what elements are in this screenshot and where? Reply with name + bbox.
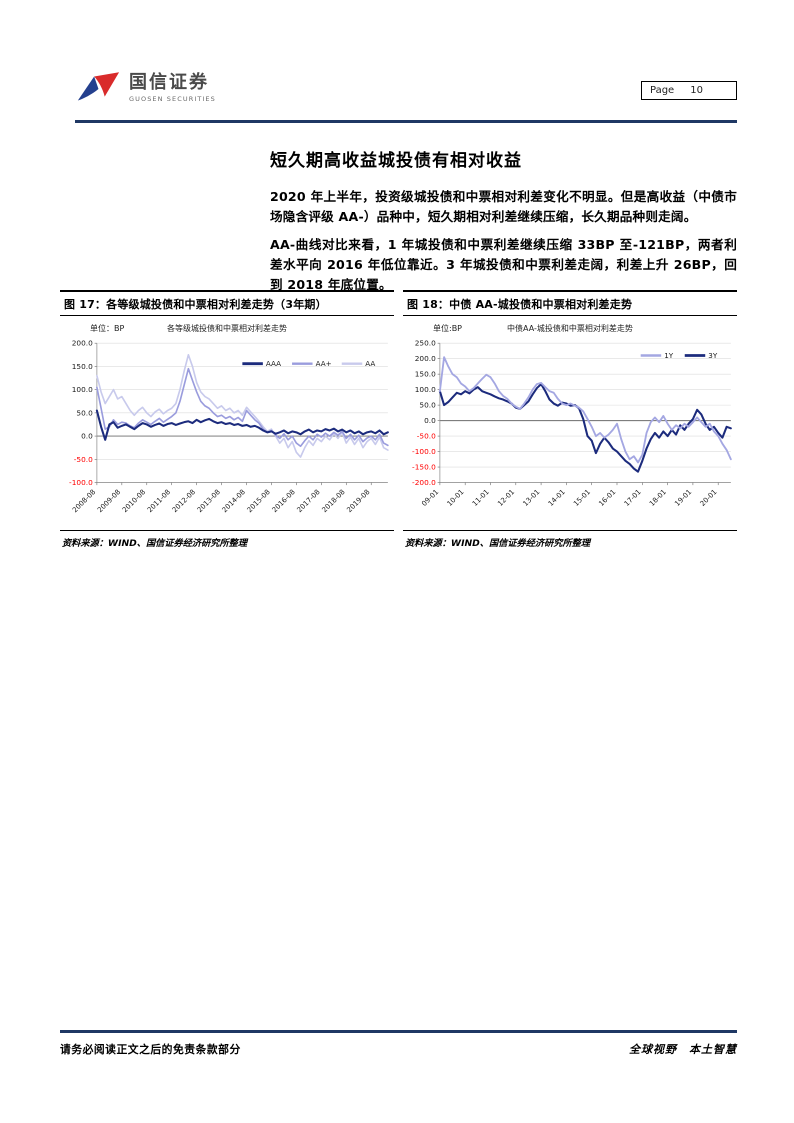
figure-18: 图 18：中债 AA-城投债和中票相对利差走势 单位:BP 中债AA-城投债和中… [403,290,737,552]
svg-text:-50.0: -50.0 [74,455,93,464]
svg-text:-100.0: -100.0 [412,447,436,456]
svg-text:19-01: 19-01 [673,488,693,508]
svg-text:10-01: 10-01 [446,488,466,508]
figure-18-unit-label: 单位:BP [433,324,463,333]
svg-text:13-01: 13-01 [522,488,542,508]
svg-text:2018-08: 2018-08 [320,488,346,514]
svg-text:-200.0: -200.0 [412,478,436,487]
svg-text:3Y: 3Y [708,351,718,360]
figures-row: 图 17：各等级城投债和中票相对利差走势（3年期） 单位：BP 各等级城投债和中… [60,290,737,552]
svg-text:AA+: AA+ [316,359,332,368]
header-rule [75,120,737,123]
svg-text:200.0: 200.0 [72,339,93,348]
figure-17-chart-title: 各等级城投债和中票相对利差走势 [167,324,287,333]
footer-rule [60,1030,737,1033]
page-number: 10 [690,85,703,96]
svg-text:15-01: 15-01 [572,488,592,508]
svg-text:0.0: 0.0 [424,416,436,425]
figure-18-caption: 图 18：中债 AA-城投债和中票相对利差走势 [403,290,737,316]
svg-text:250.0: 250.0 [415,339,436,348]
svg-text:150.0: 150.0 [415,370,436,379]
svg-text:09-01: 09-01 [420,488,440,508]
figure-17-source: 资料来源：WIND、国信证券经济研究所整理 [60,529,394,552]
page-label: Page [650,85,675,96]
page-header: 国信证券 GUOSEN SECURITIES Page 10 [75,68,737,108]
svg-text:150.0: 150.0 [72,362,93,371]
figure-17-caption: 图 17：各等级城投债和中票相对利差走势（3年期） [60,290,394,316]
main-content: 短久期高收益城投债有相对收益 2020 年上半年，投资级城投债和中票相对利差变化… [270,146,737,302]
svg-text:11-01: 11-01 [471,488,491,508]
svg-text:50.0: 50.0 [76,408,93,417]
svg-text:200.0: 200.0 [415,354,436,363]
svg-text:2014-08: 2014-08 [221,488,247,514]
svg-text:-150.0: -150.0 [412,463,436,472]
svg-text:2019-08: 2019-08 [345,488,371,514]
svg-text:20-01: 20-01 [699,488,719,508]
page-number-box: Page 10 [641,81,737,100]
footer-slogan: 全球视野 本土智慧 [629,1042,737,1056]
body-paragraph: 2020 年上半年，投资级城投债和中票相对利差变化不明显。但是高收益（中债市场隐… [270,189,737,224]
brand-logo: 国信证券 GUOSEN SECURITIES [75,68,216,108]
svg-text:16-01: 16-01 [597,488,617,508]
svg-text:2011-08: 2011-08 [146,488,172,514]
svg-text:50.0: 50.0 [419,401,436,410]
svg-text:2017-08: 2017-08 [296,488,322,514]
section-title: 短久期高收益城投债有相对收益 [270,151,522,171]
svg-text:0.0: 0.0 [81,432,93,441]
brand-name-cn: 国信证券 [129,72,209,94]
footer-disclaimer: 请务必阅读正文之后的免责条款部分 [60,1042,241,1056]
figure-17: 图 17：各等级城投债和中票相对利差走势（3年期） 单位：BP 各等级城投债和中… [60,290,394,552]
figure-18-source: 资料来源：WIND、国信证券经济研究所整理 [403,529,737,552]
svg-text:2010-08: 2010-08 [121,488,147,514]
guosen-logo-icon [77,72,120,101]
svg-text:100.0: 100.0 [415,385,436,394]
body-paragraph: AA-曲线对比来看，1 年城投债和中票利差继续压缩 33BP 至-121BP，两… [270,236,737,292]
svg-text:14-01: 14-01 [547,488,567,508]
svg-text:1Y: 1Y [664,351,674,360]
figure-17-unit-label: 单位：BP [90,324,125,333]
svg-text:2015-08: 2015-08 [246,488,272,514]
svg-text:AA: AA [365,359,375,368]
svg-text:2008-08: 2008-08 [71,488,97,514]
figure-18-chart: -200.0 -150.0 -100.0 -50.0 0.0 50.0 100.0 150.0… [412,339,732,508]
figure-17-chart: -100.0 -50.0 0.0 50.0 100.0 150.0 200.0 2008-08… [69,339,389,514]
page-footer: 请务必阅读正文之后的免责条款部分 全球视野 本土智慧 [60,1030,737,1057]
brand-name-en: GUOSEN SECURITIES [129,94,216,103]
figure-18-chart-title: 中债AA-城投债和中票相对利差走势 [507,324,633,333]
svg-text:2016-08: 2016-08 [271,488,297,514]
svg-text:17-01: 17-01 [623,488,643,508]
svg-text:2012-08: 2012-08 [171,488,197,514]
svg-text:AAA: AAA [266,359,281,368]
svg-text:2009-08: 2009-08 [96,488,122,514]
svg-text:-50.0: -50.0 [417,432,436,441]
svg-text:-100.0: -100.0 [69,478,93,487]
svg-text:18-01: 18-01 [648,488,668,508]
svg-text:100.0: 100.0 [72,385,93,394]
svg-text:2013-08: 2013-08 [196,488,222,514]
svg-text:12-01: 12-01 [496,488,516,508]
